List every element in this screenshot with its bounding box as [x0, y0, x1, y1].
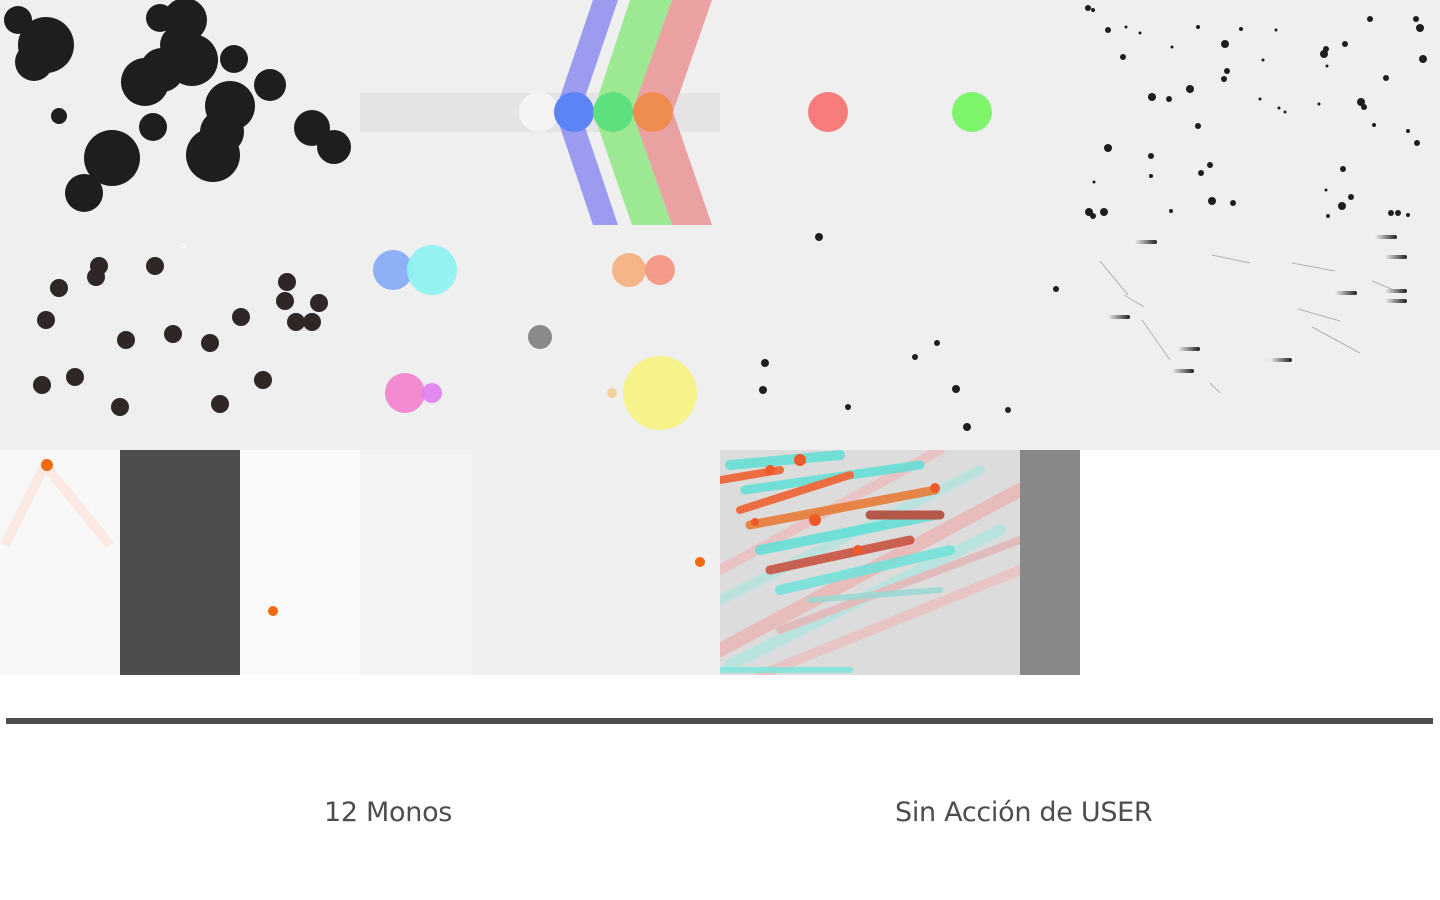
tile-blank-dot[interactable] — [360, 450, 720, 675]
tile-sparse-dots[interactable] — [720, 225, 1080, 450]
tile-orange-dot[interactable] — [240, 450, 360, 675]
tile-bar-circles[interactable] — [360, 0, 720, 225]
orange-dot-canvas — [268, 606, 278, 616]
caption-sin-accion-de-user: Sin Acción de USER — [895, 797, 1153, 828]
brown-dots-canvas — [33, 243, 328, 416]
tile-dark-panel[interactable] — [120, 450, 240, 675]
tile-glitch-strokes[interactable] — [720, 450, 1020, 675]
divider-line — [6, 718, 1433, 724]
tile-two-circles[interactable] — [720, 0, 1080, 225]
tile-scattered-dots[interactable] — [1080, 0, 1440, 225]
pastel-circles-canvas — [373, 245, 697, 430]
tile-streaks[interactable] — [1080, 225, 1440, 450]
orange-trail-canvas — [0, 455, 114, 549]
two-circles-canvas — [808, 92, 992, 132]
tile-brown-dots[interactable] — [0, 225, 360, 450]
tile-orange-trail[interactable] — [0, 450, 120, 675]
scattered-dots-canvas — [1085, 5, 1427, 219]
streaks-canvas — [1099, 235, 1407, 394]
black-blobs-canvas — [4, 0, 351, 212]
sparse-dots-canvas — [759, 233, 1059, 431]
tile-pastel-circles[interactable] — [360, 225, 720, 450]
bar-circles-canvas — [360, 0, 720, 225]
blank-dot-canvas — [695, 557, 705, 567]
tile-grey-bar[interactable] — [1020, 450, 1080, 675]
glitch-strokes-canvas — [720, 450, 1020, 675]
caption-12-monos: 12 Monos — [324, 797, 453, 828]
tile-black-blobs[interactable] — [0, 0, 360, 225]
